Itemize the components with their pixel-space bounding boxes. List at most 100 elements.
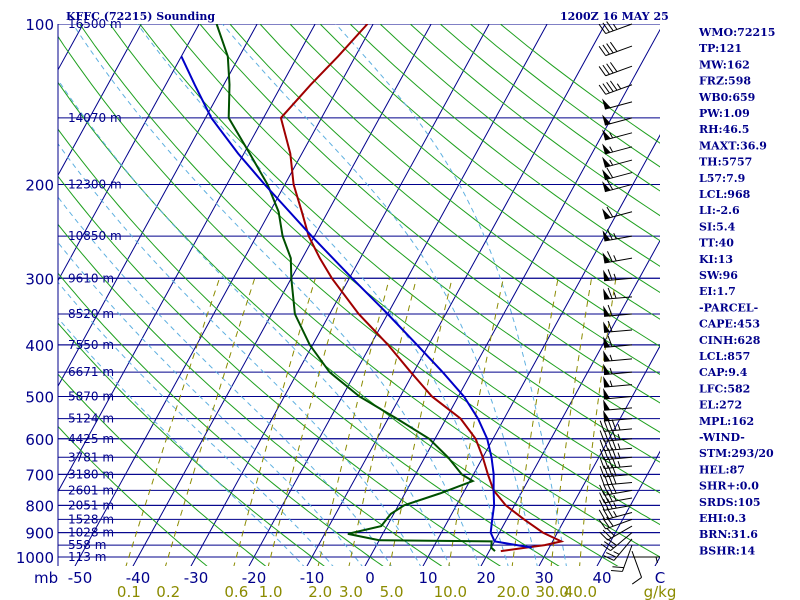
wind-barb-half-flag — [609, 159, 614, 166]
wind-barb — [599, 473, 633, 486]
wind-barb-half-flag — [655, 556, 658, 564]
wind-barb-flag — [598, 66, 607, 77]
index-entry: CAPE:453 — [699, 318, 760, 331]
wind-barb — [603, 335, 633, 348]
wind-barb-staff — [613, 538, 633, 561]
height-label: 10850 m — [68, 229, 122, 243]
wind-barb-flag — [602, 529, 612, 539]
wind-barb — [599, 490, 633, 504]
wind-barb-flag — [606, 167, 614, 179]
mixing-ratio-line — [579, 278, 617, 566]
isotherm-line — [480, 239, 660, 566]
dry-adiabat — [229, 24, 660, 375]
wind-barb-half-flag — [617, 452, 621, 459]
moist-adiabat — [58, 143, 422, 566]
pressure-tick-label: 700 — [25, 466, 54, 484]
wind-barb-staff — [605, 23, 633, 35]
wind-barb-pennant — [602, 230, 611, 241]
moist-adiabat — [58, 79, 451, 566]
wind-barb-staff — [631, 550, 643, 578]
wind-barb — [602, 114, 633, 126]
dry-adiabat — [58, 425, 208, 566]
valid-time: 1200Z 16 MAY 25 — [560, 10, 669, 23]
background-lines — [58, 24, 660, 566]
wind-barb-flag — [602, 64, 610, 75]
wind-barb — [599, 525, 633, 541]
wind-barb-flag — [606, 179, 614, 190]
wind-barb-staff — [604, 407, 633, 411]
index-entry: CINH:628 — [699, 334, 761, 347]
index-entry: LCL:968 — [699, 188, 751, 201]
wind-barb-flag — [603, 491, 609, 503]
height-label: 9610 m — [68, 271, 114, 285]
mixing-ratio-line — [389, 278, 453, 566]
height-label: 2601 m — [68, 483, 114, 497]
wind-barb-flag — [599, 420, 605, 432]
wind-barb — [599, 498, 633, 511]
pressure-tick-label: 1000 — [16, 549, 54, 567]
mixing-ratio-tick-label: 1.0 — [259, 583, 283, 600]
wind-barb-half-flag — [609, 367, 613, 375]
wind-barb-half-flag — [613, 273, 617, 280]
wind-barb-pennant — [603, 269, 611, 281]
height-label: 558 m — [68, 538, 106, 552]
wind-barb — [603, 376, 633, 388]
temperature-tick-label: -20 — [242, 569, 267, 587]
wind-barb-pennant — [602, 208, 611, 219]
wind-barb-half-flag — [617, 423, 621, 431]
mixing-ratio-line — [550, 278, 592, 566]
wind-barb — [603, 388, 633, 400]
wind-barb — [611, 544, 633, 572]
wind-barb-staff — [604, 344, 633, 348]
isotherm-line — [132, 24, 432, 566]
index-entry: SW:96 — [699, 269, 738, 282]
wind-barb-flag — [599, 439, 605, 451]
index-entry: WMO:72215 — [698, 26, 775, 39]
wind-barb-staff — [604, 438, 633, 442]
wind-barb-staff — [604, 396, 633, 400]
wind-barb-half-flag — [613, 24, 618, 30]
wind-barb-staff — [605, 65, 633, 77]
index-entry: WB0:659 — [698, 91, 755, 104]
height-label: 5124 m — [68, 412, 114, 426]
wind-barb-flag — [606, 21, 614, 32]
height-label: 8520 m — [68, 307, 114, 321]
mixing-ratio-unit-label: g/kg — [644, 583, 677, 600]
wind-barb-flag — [607, 320, 613, 332]
dewpoint-series-line — [215, 24, 496, 552]
wind-barb-pennant — [603, 399, 611, 411]
index-entry: FRZ:598 — [699, 75, 751, 88]
mixing-ratio-line — [511, 278, 559, 566]
wind-barb — [599, 419, 633, 432]
wind-barb-flag — [599, 492, 605, 504]
isotherm-line — [538, 345, 660, 566]
wind-barb-half-flag — [613, 494, 617, 501]
temperature-series-line — [279, 24, 565, 553]
wind-barb — [631, 550, 643, 585]
wind-barb-pennant — [602, 156, 611, 168]
mixing-ratio-tick-label: 2.0 — [308, 583, 332, 600]
wind-barb-flag — [607, 538, 617, 546]
dry-adiabat — [58, 128, 560, 566]
wind-barb — [598, 62, 633, 77]
wind-barb-staff — [604, 456, 633, 461]
wind-barb-flag — [609, 62, 618, 72]
wind-barb-flag — [602, 22, 610, 33]
wind-barb-flag — [602, 508, 610, 519]
dry-adiabat — [58, 373, 267, 566]
wind-barb-flag — [599, 430, 605, 442]
isotherm-line — [190, 24, 490, 566]
wind-barb — [603, 304, 633, 317]
wind-barb-flag — [599, 457, 605, 469]
wind-barb-staff — [604, 329, 633, 333]
isotherm-line — [58, 24, 258, 388]
wind-barb-pennant — [603, 336, 611, 348]
mixing-ratio-tick-label: 20.0 — [497, 583, 530, 600]
wind-barb-flag — [611, 569, 623, 572]
index-entry: -WIND- — [699, 431, 745, 444]
temperature-tick-label: -40 — [126, 569, 151, 587]
wind-barb-flag — [606, 498, 613, 510]
wind-barb-flag — [611, 429, 617, 441]
dry-adiabat — [109, 24, 660, 494]
temperature-tick-label: 30 — [534, 569, 553, 587]
